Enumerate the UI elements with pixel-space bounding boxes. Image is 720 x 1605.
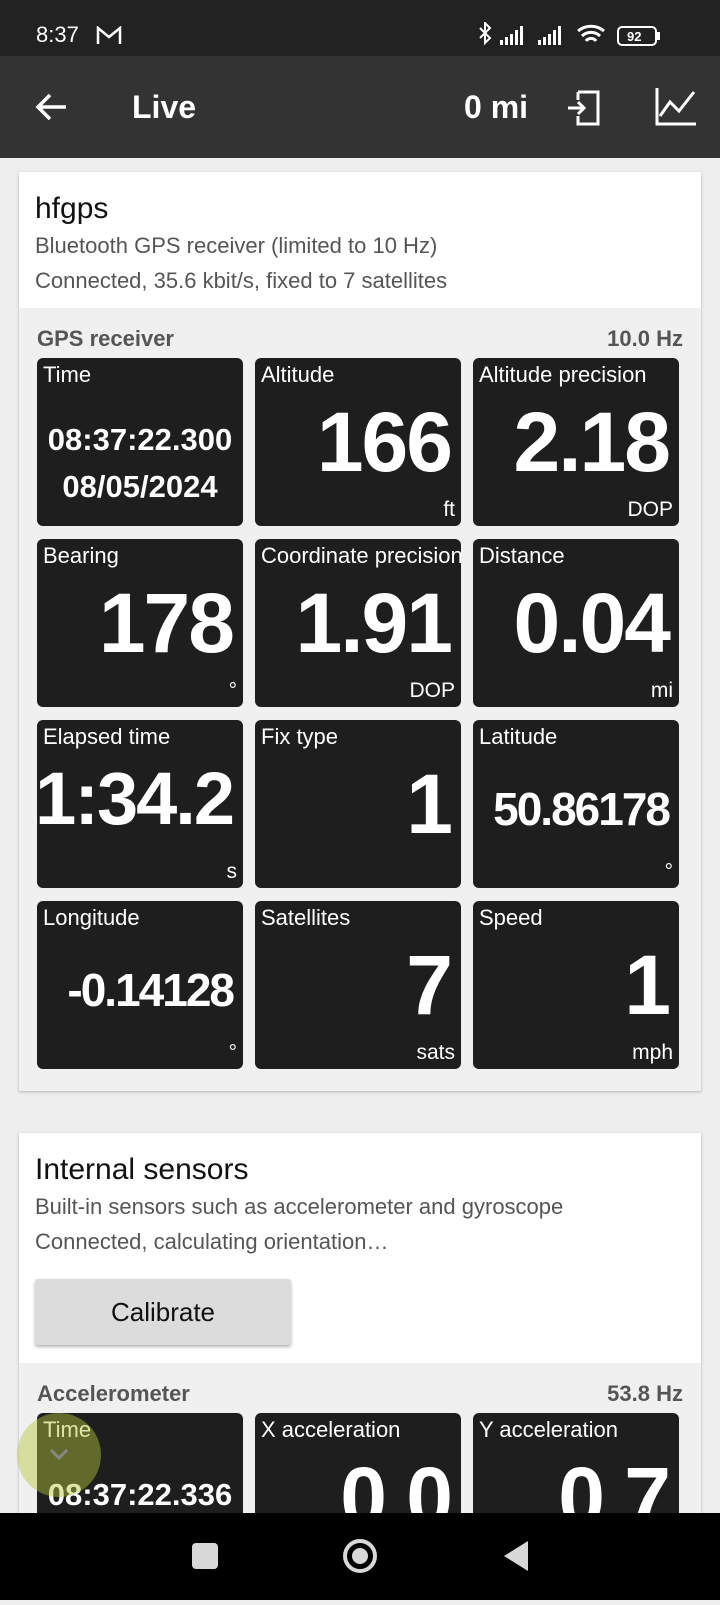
mail-icon — [96, 26, 122, 44]
tile-value: 0.7 — [558, 1450, 671, 1513]
tile-line: 08:37:22.336 — [47, 1477, 233, 1512]
tile-line: 08/05/2024 — [62, 469, 218, 504]
tile-line: 08:37:22.300 — [47, 422, 233, 457]
tile-label: Time — [43, 362, 92, 387]
clock: 8:37 — [36, 22, 79, 47]
touch-indicator — [17, 1413, 101, 1497]
tile-value: 1.91 — [295, 576, 453, 670]
tile-value: 50.86178 — [493, 783, 671, 835]
nav-buttons[interactable] — [0, 1513, 720, 1600]
tile-value: 1 — [624, 938, 671, 1032]
tile-grid: Time 08:37:22.336 X acceleration 0.0 Y accel… — [37, 1413, 683, 1513]
content: hfgps Bluetooth GPS receiver (limited to … — [0, 158, 720, 1513]
metric-tile: Speed 1 mph — [473, 901, 679, 1069]
tile-value: 1 — [406, 757, 453, 851]
tile-label: X acceleration — [261, 1417, 401, 1442]
metric-tile: Latitude 50.86178 ° — [473, 720, 679, 888]
card-description: Built-in sensors such as accelerometer a… — [35, 1194, 564, 1219]
sensor-section: Accelerometer 53.8 Hz Time 08:37:22.336 X ac… — [19, 1363, 701, 1513]
metric-tile: Bearing 178 ° — [37, 539, 243, 707]
metric-tile: Time 08:37:22.336 — [37, 1413, 243, 1513]
tile-unit: DOP — [627, 498, 673, 521]
tile-value: 166 — [316, 395, 453, 489]
screen-title: Live — [132, 89, 197, 125]
card-title: hfgps — [35, 192, 109, 225]
tile-label: Altitude precision — [479, 362, 647, 387]
card-description: Connected, 35.6 kbit/s, fixed to 7 satel… — [35, 268, 448, 293]
tile-unit: sats — [416, 1041, 455, 1064]
sensor-card: Internal sensors Built-in sensors such as… — [19, 1133, 701, 1513]
section-name: Accelerometer — [37, 1381, 190, 1406]
tile-unit: ° — [228, 679, 237, 702]
app-bar: Live 0 mi — [0, 56, 720, 158]
section-header: GPS receiver 10.0 Hz — [37, 326, 683, 352]
metric-tile: Coordinate precision 1.91 DOP — [255, 539, 461, 707]
metric-tile: Fix type 1 — [255, 720, 461, 888]
metric-tile: Altitude precision 2.18 DOP — [473, 358, 679, 526]
tile-value: 2.18 — [513, 395, 671, 489]
tile-label: Bearing — [43, 543, 119, 568]
tile-label: Elapsed time — [43, 724, 171, 749]
section-rate: 10.0 Hz — [607, 326, 683, 351]
tile-unit: s — [226, 860, 238, 883]
calibrate-button[interactable]: Calibrate — [35, 1279, 291, 1345]
section-header: Accelerometer 53.8 Hz — [37, 1381, 683, 1407]
chart-button[interactable] — [654, 86, 698, 128]
metric-tile: Elapsed time 1:34.2 s — [37, 720, 243, 888]
tile-label: Y acceleration — [479, 1417, 619, 1442]
tile-label: Altitude — [261, 362, 335, 387]
tile-label: Coordinate precision — [261, 543, 461, 568]
tile-unit: mph — [632, 1041, 673, 1064]
metric-tile: X acceleration 0.0 — [255, 1413, 461, 1513]
status-icons — [479, 22, 660, 46]
tile-value: 178 — [98, 576, 235, 670]
tile-label: Fix type — [261, 724, 339, 749]
tile-unit: mi — [650, 679, 673, 702]
navigation-bar — [0, 1513, 720, 1600]
tile-lines: 08:37:22.300 08/05/2024 — [37, 416, 243, 510]
tile-unit: ° — [664, 860, 673, 883]
metric-tile: Satellites 7 sats — [255, 901, 461, 1069]
tile-lines: 08:37:22.336 — [37, 1471, 243, 1513]
back-button[interactable] — [34, 92, 68, 122]
tile-label: Time — [43, 1417, 91, 1443]
card-description: Connected, calculating orientation… — [35, 1229, 389, 1254]
tile-label: Satellites — [261, 905, 351, 930]
metric-tile: Y acceleration 0.7 — [473, 1413, 679, 1513]
tile-label: Latitude — [479, 724, 558, 749]
metric-tile: Altitude 166 ft — [255, 358, 461, 526]
tile-value: 1:34.2 — [37, 757, 235, 840]
metric-tile: Time 08:37:22.300 08/05/2024 — [37, 358, 243, 526]
tile-unit: ° — [228, 1041, 237, 1064]
sensor-card: hfgps Bluetooth GPS receiver (limited to … — [19, 172, 701, 1091]
distance: 0 mi — [464, 89, 529, 125]
exit-button[interactable] — [566, 88, 606, 128]
tile-value: 0.04 — [513, 576, 671, 670]
tile-unit: ft — [443, 498, 455, 521]
section-rate: 53.8 Hz — [607, 1381, 683, 1406]
metric-tile: Distance 0.04 mi — [473, 539, 679, 707]
tile-label: Speed — [479, 905, 543, 930]
tile-label: Longitude — [43, 905, 140, 930]
tile-value: 0.0 — [340, 1450, 453, 1513]
sensor-section: GPS receiver 10.0 Hz Time 08:37:22.300 08/05… — [19, 308, 701, 1091]
section-name: GPS receiver — [37, 326, 174, 351]
tile-grid: Time 08:37:22.300 08/05/2024 Altitude 166 ft A… — [37, 358, 683, 1069]
tile-label: Distance — [479, 543, 565, 568]
card-title: Internal sensors — [35, 1153, 249, 1186]
battery-level: 92 — [627, 29, 642, 44]
status-bar: 8:37 92 — [0, 0, 720, 56]
tile-value: -0.14128 — [67, 964, 235, 1016]
metric-tile: Longitude -0.14128 ° — [37, 901, 243, 1069]
tile-unit: DOP — [409, 679, 455, 702]
tile-value: 7 — [406, 938, 453, 1032]
card-description: Bluetooth GPS receiver (limited to 10 Hz… — [35, 233, 438, 258]
